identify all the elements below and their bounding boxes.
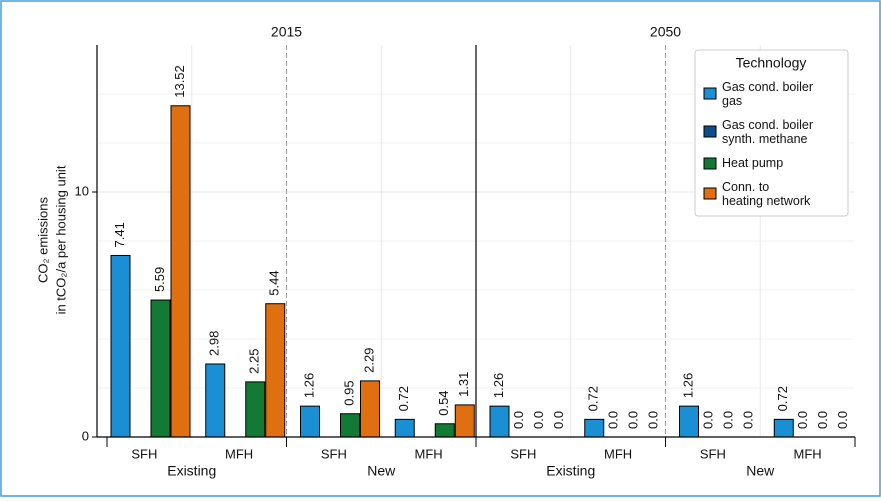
x-tick-label: MFH (415, 446, 443, 461)
bar (489, 405, 510, 438)
panel-title: 2050 (650, 24, 681, 40)
group-label: New (746, 463, 775, 479)
bar (360, 380, 380, 438)
x-tick-label: SFH (131, 446, 157, 461)
legend-box (694, 49, 849, 217)
value-label: 0.72 (586, 386, 601, 411)
value-label: 0.0 (700, 411, 715, 429)
bar (245, 381, 266, 438)
value-label: 0.95 (341, 380, 356, 405)
value-label: 0.72 (775, 386, 790, 411)
legend-swatch (703, 87, 717, 100)
x-tick-label: MFH (225, 446, 253, 461)
legend-swatch (703, 157, 717, 170)
legend-entry: Gas cond. boiler gas (722, 80, 814, 108)
value-label: 0.0 (511, 411, 526, 429)
x-tick-label: MFH (604, 446, 632, 461)
legend-label: Gas cond. boiler gas (722, 80, 814, 108)
value-label: 2.25 (247, 349, 262, 374)
group-label: Existing (546, 463, 595, 479)
value-label: 7.41 (112, 222, 127, 247)
value-label: 13.52 (172, 65, 187, 98)
x-tick-label: SFH (321, 446, 347, 461)
value-label: 0.0 (720, 411, 735, 429)
value-label: 1.26 (491, 373, 506, 398)
bar (679, 405, 699, 438)
value-label: 2.98 (207, 331, 222, 356)
bar (170, 105, 191, 438)
value-label: 0.0 (815, 411, 830, 429)
value-label: 0.0 (646, 411, 661, 429)
y-axis-label: in tCO₂/a per housing unit (53, 165, 68, 314)
value-label: 0.72 (396, 386, 411, 411)
x-tick-label: SFH (700, 446, 726, 461)
y-tick-label: 0 (82, 428, 89, 443)
bar (110, 254, 131, 438)
bar (584, 418, 605, 438)
legend-label: Heat pump (722, 156, 784, 170)
value-label: 1.31 (456, 372, 471, 397)
value-label: 1.26 (680, 373, 695, 398)
value-label: 0.0 (835, 411, 850, 429)
value-label: 0.0 (531, 411, 546, 429)
panel-title: 2015 (271, 24, 302, 40)
y-tick-label: 10 (75, 183, 89, 198)
bar (454, 404, 475, 438)
legend-entry: Gas cond. boiler synth. methane (722, 118, 814, 146)
legend-label: Conn. to heating network (722, 180, 811, 208)
legend-entry: Conn. to heating network (722, 180, 811, 208)
bar (394, 418, 415, 438)
value-label: 0.0 (795, 411, 810, 429)
value-label: 5.44 (267, 270, 282, 295)
bar (205, 363, 226, 438)
group-label: Existing (167, 463, 216, 479)
legend-entry: Heat pump (722, 156, 784, 170)
value-label: 0.0 (626, 411, 641, 429)
legend-swatch (703, 125, 717, 138)
x-tick-label: MFH (794, 446, 822, 461)
value-label: 2.29 (361, 348, 376, 373)
value-label: 0.0 (551, 411, 566, 429)
bar (434, 423, 455, 438)
bar (773, 418, 794, 438)
x-tick-label: SFH (510, 446, 536, 461)
group-label: New (367, 463, 396, 479)
legend-swatch (703, 187, 717, 200)
bar (340, 413, 360, 438)
legend-label: Gas cond. boiler synth. methane (722, 118, 814, 146)
value-label: 5.59 (152, 267, 167, 292)
y-axis-label: CO₂ emissions (35, 197, 50, 283)
value-label: 0.0 (606, 411, 621, 429)
bar (265, 303, 286, 438)
value-label: 1.26 (301, 373, 316, 398)
value-label: 0.0 (740, 411, 755, 429)
legend-title: Technology (736, 55, 807, 71)
bar (150, 299, 171, 438)
bar (300, 405, 320, 438)
value-label: 0.54 (436, 390, 451, 415)
